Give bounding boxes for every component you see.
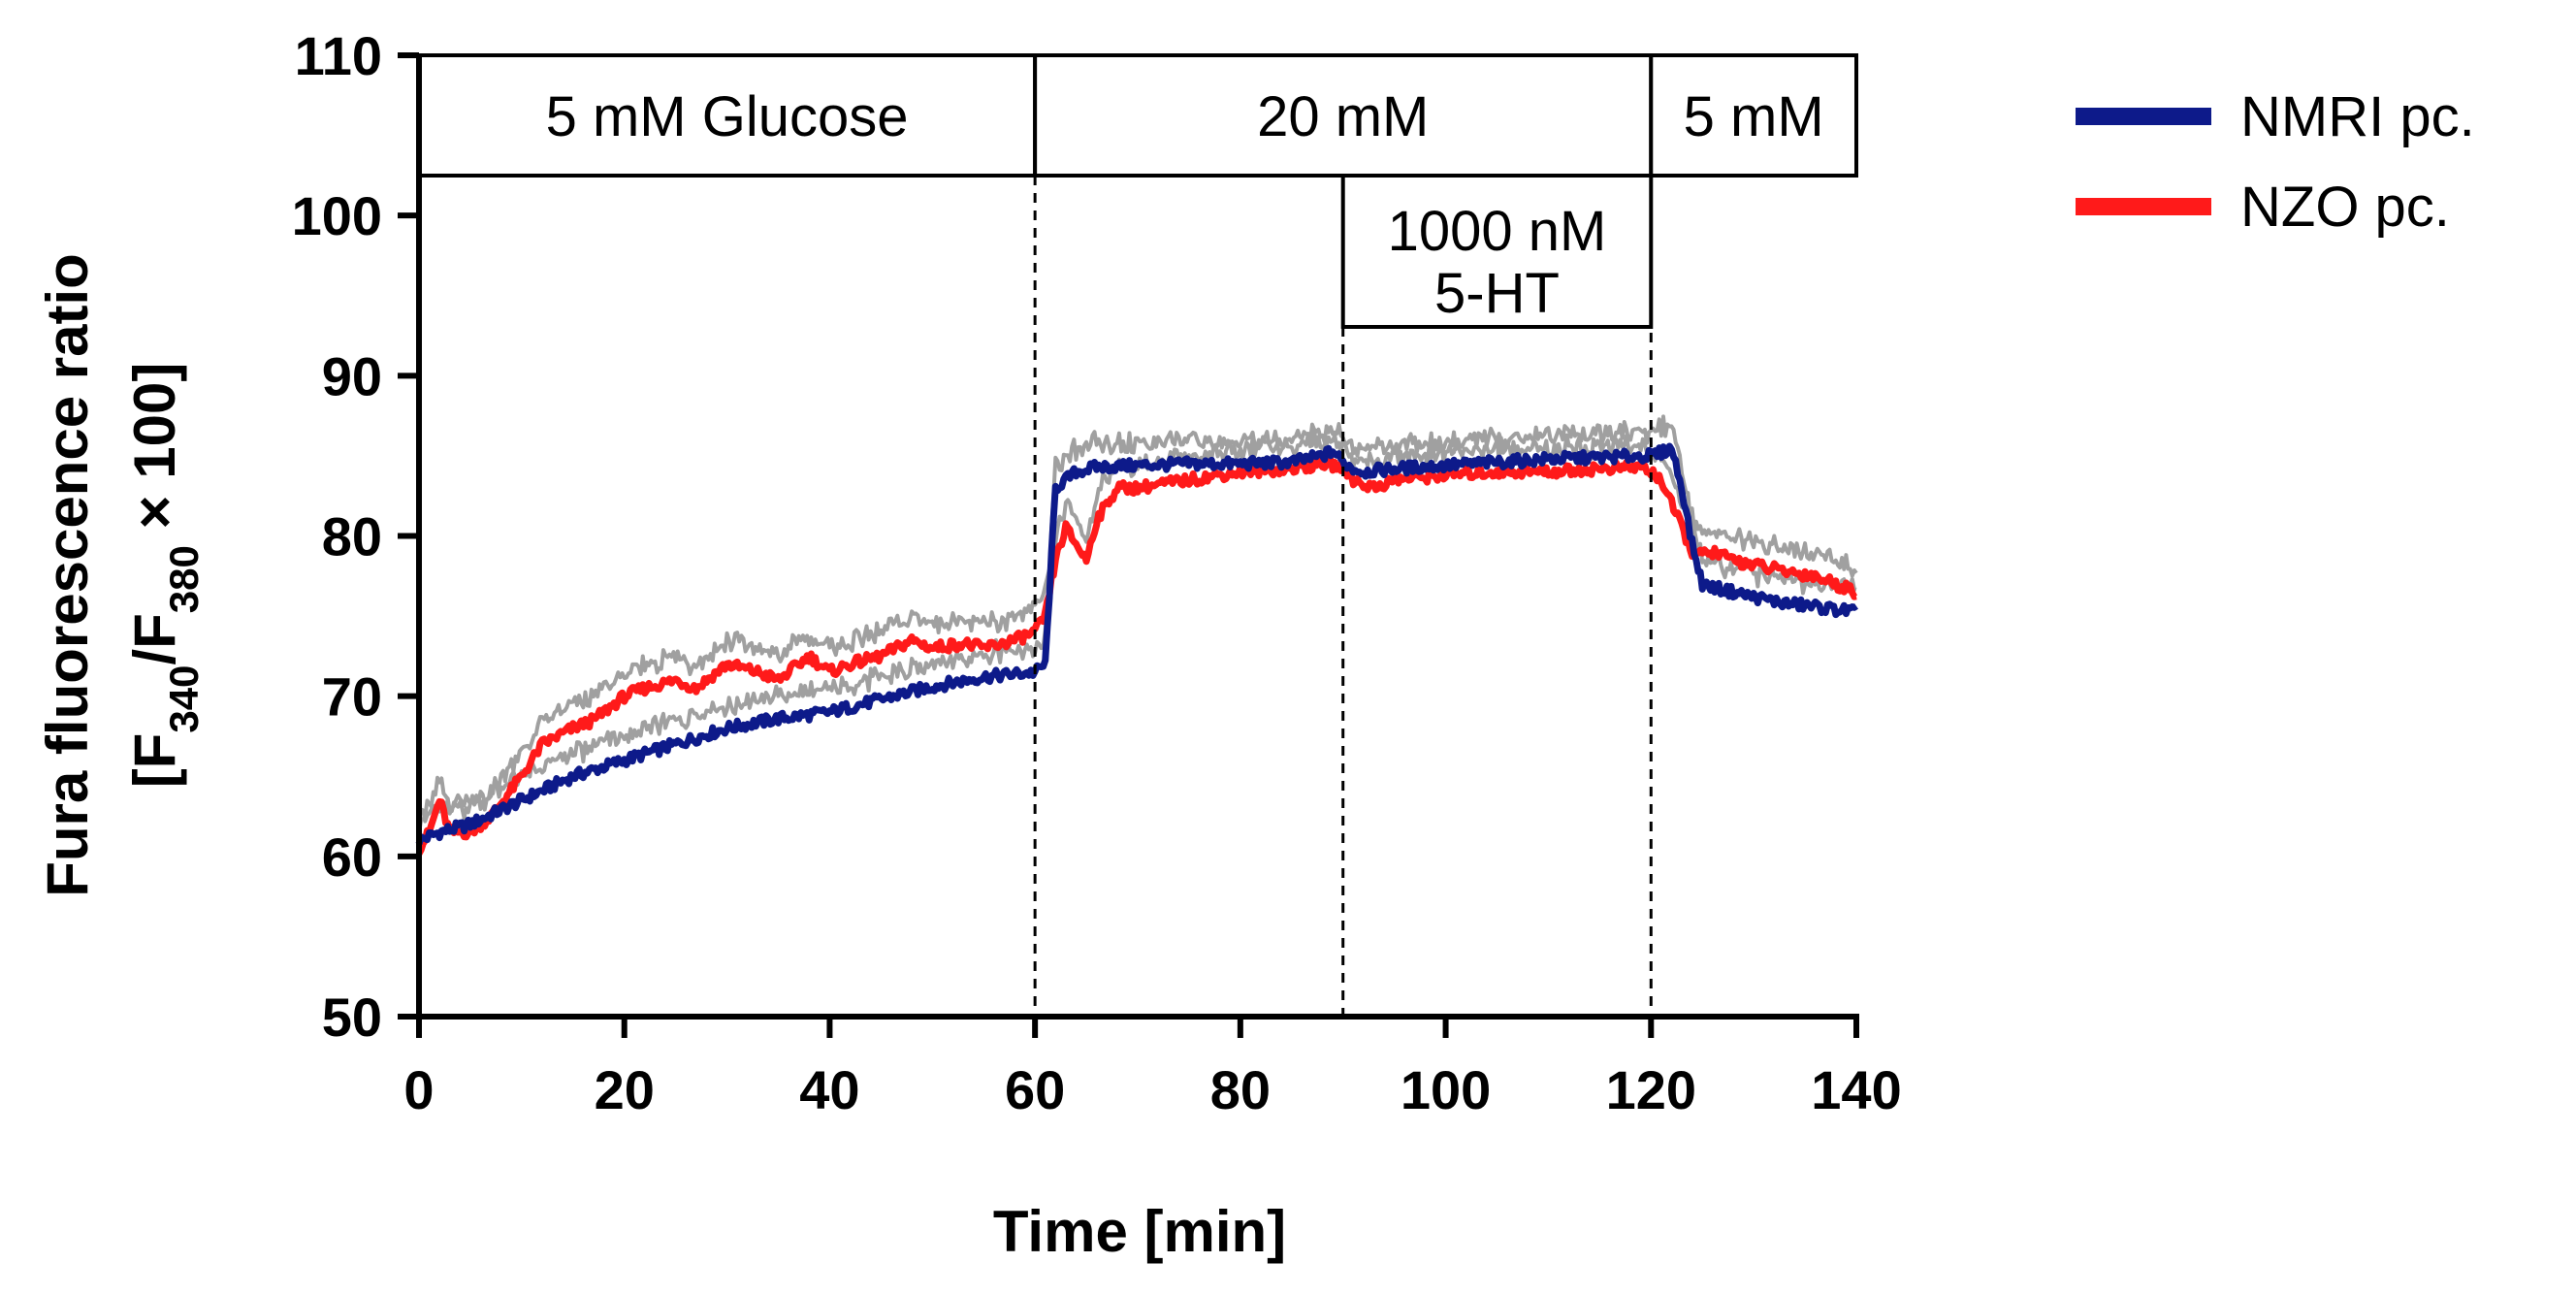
stimulus-box <box>1340 174 1654 329</box>
y-tick-label-110: 110 <box>295 25 382 86</box>
y-axis-suffix: × 100] <box>122 363 187 545</box>
series-line-nzo <box>415 456 1858 856</box>
series-lines <box>415 442 1859 856</box>
x-axis-title: Time [min] <box>993 1199 1286 1264</box>
legend-label-nmri: NMRI pc. <box>2240 85 2475 148</box>
condition-boxes: 5 mM Glucose 20 mM 5 mM 1000 nM5-HT <box>417 53 1859 329</box>
x-tick-label-0: 0 <box>403 1059 434 1120</box>
error-bands <box>417 414 1858 833</box>
y-tick-label-90: 90 <box>322 345 382 406</box>
y-tick-label-80: 80 <box>322 506 382 567</box>
x-tick-label-40: 40 <box>799 1059 859 1120</box>
legend: NMRI pc. NZO pc. <box>2076 85 2475 239</box>
series-line-nmri <box>415 442 1859 845</box>
stimulus-label-line1: 1000 nM <box>1388 200 1607 263</box>
y-ticks: 50 60 70 80 90 100 110 <box>292 25 419 1048</box>
stimulus-label-line2: 5-HT <box>1434 262 1560 325</box>
y-axis-title-line2: [F340/F380 × 100] <box>122 363 207 789</box>
condition-label-1: 20 mM <box>1257 85 1429 148</box>
y-axis-sub2: 380 <box>161 545 207 613</box>
y-tick-label-100: 100 <box>292 185 382 246</box>
y-axis-sub1: 340 <box>161 665 207 733</box>
x-tick-label-120: 120 <box>1606 1059 1696 1120</box>
x-tick-label-20: 20 <box>595 1059 655 1120</box>
condition-box-2 <box>1649 53 1859 178</box>
y-axis-mid: /F <box>122 613 187 664</box>
error-band-nzo <box>417 428 1858 833</box>
legend-label-nzo: NZO pc. <box>2240 176 2450 239</box>
error-band-nmri <box>417 414 1857 824</box>
condition-label-0: 5 mM Glucose <box>546 85 909 148</box>
y-axis-title: Fura fluorescence ratio [F340/F380 × 100… <box>35 253 207 897</box>
x-tick-label-60: 60 <box>1005 1059 1065 1120</box>
y-tick-label-50: 50 <box>322 987 382 1048</box>
x-tick-label-100: 100 <box>1401 1059 1491 1120</box>
condition-box-0 <box>417 53 1038 178</box>
condition-label-2: 5 mM <box>1684 85 1824 148</box>
y-tick-label-70: 70 <box>322 666 382 728</box>
x-tick-label-80: 80 <box>1210 1059 1271 1120</box>
y-axis-title-line1: Fura fluorescence ratio <box>35 253 100 897</box>
x-ticks: 0 20 40 60 80 100 120 140 <box>403 1017 1902 1120</box>
y-tick-label-60: 60 <box>322 826 382 888</box>
y-axis-prefix: [F <box>122 733 187 789</box>
x-tick-label-140: 140 <box>1811 1059 1901 1120</box>
